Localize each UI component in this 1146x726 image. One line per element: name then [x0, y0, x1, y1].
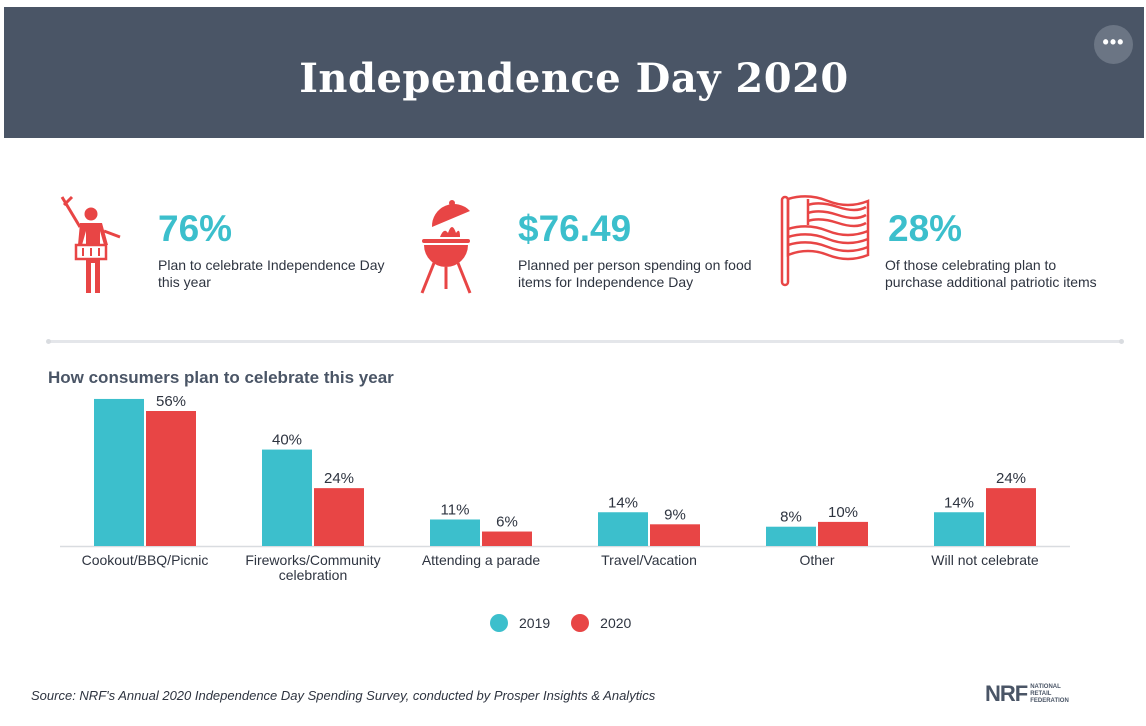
- category-label-2: Attending a parade: [422, 552, 541, 568]
- data-label-2019-1: 40%: [272, 432, 302, 449]
- source-note: Source: NRF's Annual 2020 Independence D…: [31, 688, 656, 703]
- stat-patriotic-value: 28%: [888, 208, 963, 249]
- bar-2020-4: [818, 521, 868, 546]
- data-label-2020-0: 56%: [156, 395, 186, 410]
- chart-legend: 2019 2020: [490, 614, 652, 632]
- bar-chart: 56% Cookout/BBQ/Picnic 40% 24% Fireworks/Com…: [60, 395, 1070, 583]
- flag-icon: [780, 195, 870, 287]
- legend-item-2019: 2019: [490, 614, 550, 632]
- data-label-2020-4: 10%: [828, 504, 858, 521]
- category-label-5: Will not celebrate: [931, 552, 1039, 568]
- stat-spending-description: Planned per person spending on food item…: [518, 257, 752, 290]
- legend-swatch-2019: [490, 614, 508, 632]
- bar-2019-0: [94, 398, 144, 546]
- grill-icon: [420, 200, 472, 294]
- nrf-logo: NRF NATIONAL RETAIL FEDERATION: [985, 681, 1069, 707]
- legend-label-2020: 2020: [600, 615, 632, 631]
- data-label-2019-5: 14%: [944, 494, 974, 511]
- person-with-grill-icon: [60, 195, 121, 293]
- data-label-2019-3: 14%: [608, 494, 638, 511]
- more-options-button[interactable]: •••: [1094, 25, 1133, 64]
- bar-2020-5: [986, 488, 1036, 546]
- section-divider: [46, 339, 1124, 344]
- bar-2020-0: [146, 411, 196, 546]
- legend-item-2020: 2020: [571, 614, 631, 632]
- bar-2020-3: [650, 524, 700, 546]
- bar-2019-4: [766, 526, 816, 546]
- data-label-2019-4: 8%: [780, 509, 802, 526]
- legend-label-2019: 2019: [519, 615, 551, 631]
- bar-2020-1: [314, 488, 364, 546]
- data-label-2020-5: 24%: [996, 470, 1026, 487]
- category-label-4: Other: [799, 552, 834, 568]
- bar-2020-2: [482, 531, 532, 546]
- bar-2019-3: [598, 512, 648, 546]
- category-label-1: celebration: [279, 567, 348, 583]
- category-label-0: Cookout/BBQ/Picnic: [82, 552, 209, 568]
- logo-subtext: NATIONAL RETAIL FEDERATION: [1030, 683, 1069, 704]
- logo-wordmark: NRF: [985, 681, 1028, 706]
- category-label-3: Travel/Vacation: [601, 552, 697, 568]
- header-banner: Independence Day 2020 •••: [4, 7, 1144, 138]
- bar-2019-1: [262, 449, 312, 546]
- legend-swatch-2020: [571, 614, 590, 632]
- stat-patriotic-description: Of those celebrating plan to purchase ad…: [885, 257, 1097, 290]
- ellipsis-icon: •••: [1102, 31, 1125, 52]
- chart-title: How consumers plan to celebrate this yea…: [48, 368, 394, 387]
- bar-2019-2: [430, 519, 480, 546]
- data-label-2020-3: 9%: [664, 506, 686, 523]
- stat-celebrate-description: Plan to celebrate Independence Day this …: [158, 257, 385, 290]
- data-label-2019-2: 11%: [441, 501, 470, 518]
- stat-spending-value: $76.49: [518, 208, 632, 249]
- data-label-2020-2: 6%: [496, 514, 518, 531]
- data-label-2020-1: 24%: [324, 470, 354, 487]
- page-title: Independence Day 2020: [299, 55, 849, 102]
- category-label-1: Fireworks/Community: [245, 552, 380, 568]
- stat-celebrate-value: 76%: [158, 208, 233, 249]
- bar-2019-5: [934, 512, 984, 546]
